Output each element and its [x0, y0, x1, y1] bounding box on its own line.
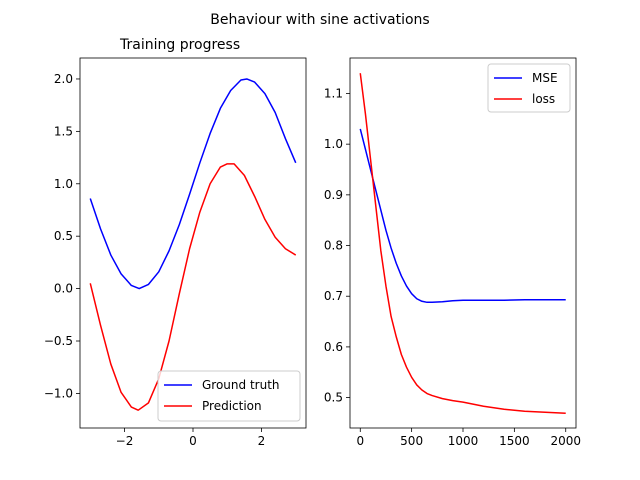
legend-entry: MSE [532, 71, 558, 85]
x-tick-label: 1000 [448, 434, 479, 448]
y-tick-label: 0.0 [54, 282, 73, 296]
series-line-ground-truth [89, 78, 297, 290]
figure-suptitle: Behaviour with sine activations [210, 12, 429, 28]
y-tick-label: 0.8 [324, 239, 343, 253]
x-tick-label: −2 [116, 434, 134, 448]
y-tick-label: 0.6 [324, 340, 343, 354]
right-subplot: 0 500 1000 1500 2000 0.5 0.6 0.7 0.8 0.9 1.0 1.1 MSE… [324, 57, 581, 448]
y-tick-label: 0.7 [324, 289, 343, 303]
y-tick-label: 1.1 [324, 86, 343, 100]
y-tick-label: 1.0 [324, 137, 343, 151]
x-tick-label: 500 [400, 434, 423, 448]
series-line-prediction [89, 163, 297, 411]
series-line-mse [359, 128, 566, 304]
y-tick-label: 2.0 [54, 72, 73, 86]
axes-frame [349, 57, 577, 429]
y-tick-label: 1.0 [54, 177, 73, 191]
legend-box [487, 63, 571, 113]
left-subplot: −2 0 2 −1.0 −0.5 0.0 0.5 1.0 1.5 2.0 Training prog… [44, 37, 307, 448]
legend-entry: loss [532, 92, 555, 106]
x-tick-label: 1500 [499, 434, 530, 448]
legend-entry: Prediction [202, 399, 262, 413]
x-tick-label: 0 [189, 434, 197, 448]
legend: Ground truth Prediction [157, 370, 301, 422]
legend: MSE loss [487, 63, 571, 113]
y-tick-label: 0.9 [324, 188, 343, 202]
y-tick-label: −1.0 [44, 386, 73, 400]
series-line-loss [359, 73, 566, 415]
y-tick-label: 1.5 [54, 124, 73, 138]
x-tick-label: 2 [258, 434, 266, 448]
legend-entry: Ground truth [202, 378, 280, 392]
subplot-title: Training progress [119, 37, 240, 53]
y-tick-label: 0.5 [54, 229, 73, 243]
x-tick-label: 0 [356, 434, 364, 448]
y-tick-label: −0.5 [44, 334, 73, 348]
legend-box [157, 370, 301, 422]
x-tick-label: 2000 [550, 434, 581, 448]
y-tick-label: 0.5 [324, 391, 343, 405]
